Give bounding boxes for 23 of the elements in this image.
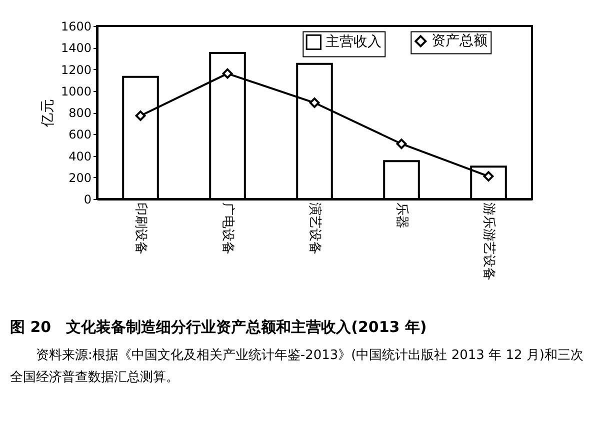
y-tick-label: 1200 [60,62,92,77]
text: 图 20 文化装备制造细分行业资产总额和主营收入(2013 年) [10,318,428,337]
point [309,98,320,108]
text: 资料来源:根据《中国文化及相关产业统计年鉴-2013》(中国统计出版社 2013 年 12 月)和三次全国经济普查数据汇总测算。 [10,347,584,387]
x-tick-label: 乐器 [394,202,409,228]
legend-label: 主营收入 [326,34,382,50]
x-tick-label: 广电设备 [220,202,235,254]
x-tick-label: 演艺设备 [307,202,322,254]
y-tick-label: 200 [68,170,92,185]
point [222,68,233,79]
y-tick-label: 1600 [60,20,92,34]
y-tick-label: 1400 [60,41,92,56]
y-tick-label: 0 [84,192,92,206]
point [396,138,407,150]
y-tick-label: 800 [68,106,92,120]
y-tick-label: 600 [68,128,92,142]
y-tick-label: 1000 [60,84,92,98]
y-axis-title: 亿元 [40,99,56,128]
y-tick-label: 400 [68,149,92,164]
x-tick-label: 游乐游艺设备 [481,202,496,280]
legend-label: 资产总额 [432,33,488,50]
point [135,110,146,121]
x-tick-label: 印刷设备 [133,202,148,254]
